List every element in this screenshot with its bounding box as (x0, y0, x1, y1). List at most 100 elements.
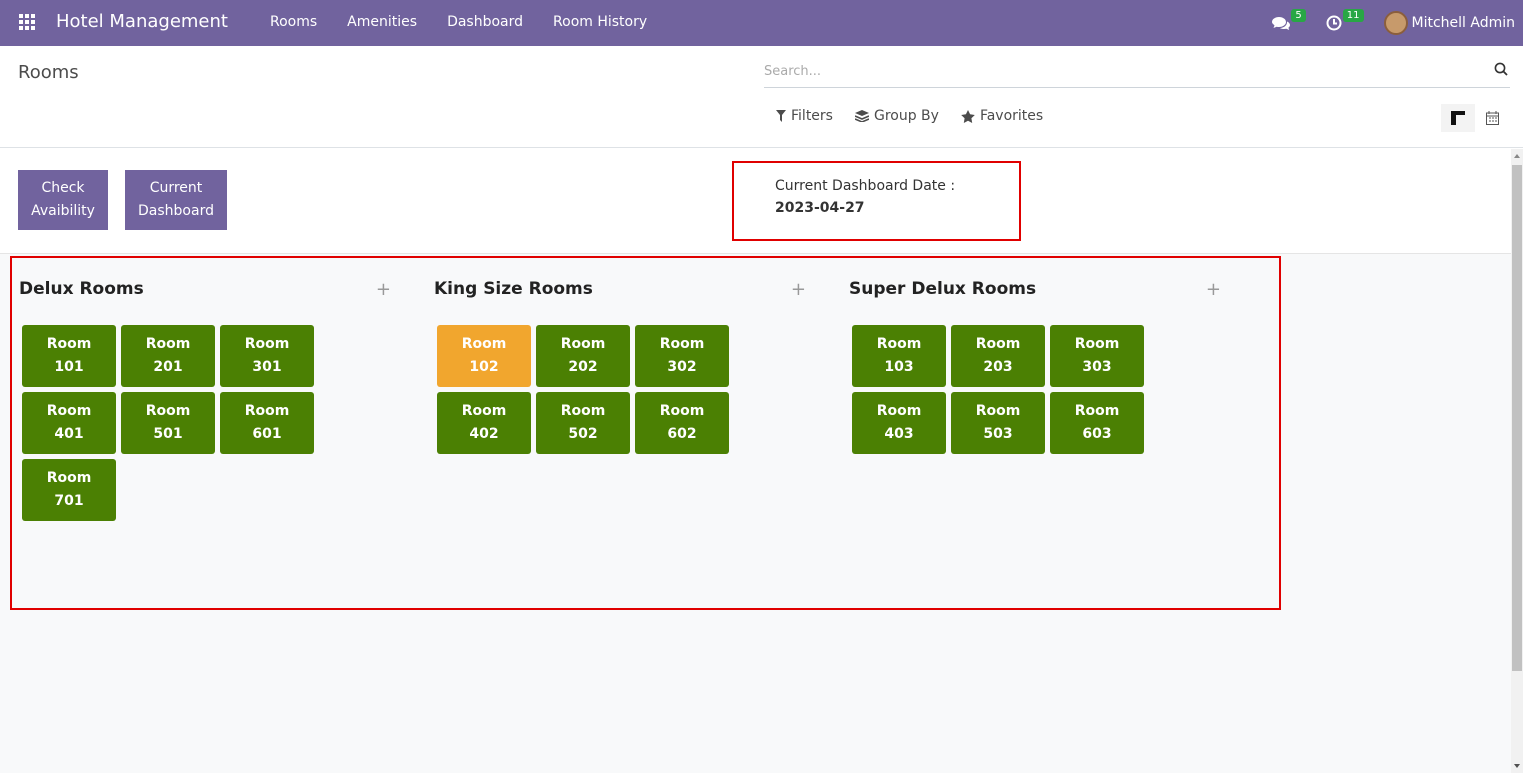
room-label: Room (244, 403, 290, 419)
room-card[interactable]: Room 102 (437, 325, 531, 387)
room-number: 501 (153, 426, 183, 442)
app-brand[interactable]: Hotel Management (56, 11, 228, 32)
clock-icon (1326, 15, 1342, 31)
check-availability-line1: Check (41, 180, 85, 196)
search-icon[interactable] (1494, 62, 1508, 76)
room-label: Room (876, 403, 922, 419)
menu-item-dashboard[interactable]: Dashboard (447, 14, 524, 30)
room-label: Room (46, 336, 92, 352)
add-room-icon[interactable]: + (790, 278, 806, 300)
column-super-delux-rooms: Super Delux Rooms + Room 103 Room 203 Room 30… (849, 269, 1229, 454)
room-card[interactable]: Room 603 (1050, 392, 1144, 454)
room-label: Room (461, 403, 507, 419)
room-card[interactable]: Room 302 (635, 325, 729, 387)
main-menu: Rooms Amenities Dashboard Room History (270, 14, 677, 30)
current-dashboard-line2: Dashboard (138, 203, 214, 219)
kanban-view-button[interactable] (1441, 104, 1475, 132)
room-label: Room (145, 336, 191, 352)
dashboard-header: Check Avaibility Current Dashboard Curre… (0, 149, 1511, 254)
room-number: 101 (54, 359, 84, 375)
menu-item-room-history[interactable]: Room History (553, 14, 648, 30)
add-room-icon[interactable]: + (375, 278, 391, 300)
room-number: 601 (252, 426, 282, 442)
room-card[interactable]: Room 101 (22, 325, 116, 387)
room-number: 201 (153, 359, 183, 375)
room-label: Room (975, 403, 1021, 419)
room-label: Room (975, 336, 1021, 352)
activities-badge: 11 (1342, 9, 1364, 22)
calendar-view-button[interactable] (1475, 104, 1509, 132)
dashboard-date-box: Current Dashboard Date : 2023-04-27 (732, 161, 1021, 241)
group-by-label: Group By (873, 108, 939, 124)
room-label: Room (46, 403, 92, 419)
kanban-icon (1451, 111, 1465, 125)
room-card[interactable]: Room 202 (536, 325, 630, 387)
room-card[interactable]: Room 303 (1050, 325, 1144, 387)
room-card[interactable]: Room 503 (951, 392, 1045, 454)
room-number: 303 (1082, 359, 1112, 375)
chat-icon (1272, 17, 1291, 30)
room-label: Room (1074, 336, 1120, 352)
view-switcher (1441, 104, 1509, 132)
room-card[interactable]: Room 201 (121, 325, 215, 387)
room-number: 402 (469, 426, 499, 442)
breadcrumb: Rooms (18, 62, 79, 83)
room-card[interactable]: Room 502 (536, 392, 630, 454)
room-number: 401 (54, 426, 84, 442)
room-card[interactable]: Room 501 (121, 392, 215, 454)
room-card[interactable]: Room 402 (437, 392, 531, 454)
activities-button[interactable]: 11 (1326, 9, 1364, 31)
filters-button[interactable]: Filters (776, 108, 833, 124)
column-king-size-rooms: King Size Rooms + Room 102 Room 202 Room 302 R… (434, 269, 814, 454)
room-card[interactable]: Room 301 (220, 325, 314, 387)
room-label: Room (461, 336, 507, 352)
room-label: Room (1074, 403, 1120, 419)
column-delux-rooms: Delux Rooms + Room 101 Room 201 Room 301 Room 4… (19, 269, 399, 521)
room-label: Room (876, 336, 922, 352)
room-number: 102 (469, 359, 499, 375)
room-number: 403 (884, 426, 914, 442)
search-input[interactable] (764, 58, 1464, 84)
search-options: Filters Group By Favorites (776, 108, 1065, 124)
avatar (1383, 11, 1408, 35)
group-by-button[interactable]: Group By (854, 108, 939, 124)
check-availability-button[interactable]: Check Avaibility (18, 170, 108, 230)
rooms-highlight-frame (10, 256, 1281, 610)
control-panel: Rooms Filters Group By Favorites (0, 46, 1523, 148)
top-navbar: Hotel Management Rooms Amenities Dashboa… (0, 0, 1523, 46)
room-label: Room (46, 470, 92, 486)
messages-button[interactable]: 5 (1272, 9, 1306, 31)
dashboard-date-label: Current Dashboard Date : (775, 178, 956, 194)
room-number: 503 (983, 426, 1013, 442)
room-card[interactable]: Room 403 (852, 392, 946, 454)
room-number: 203 (983, 359, 1013, 375)
room-card[interactable]: Room 203 (951, 325, 1045, 387)
scrollbar-thumb[interactable] (1512, 165, 1522, 671)
room-number: 502 (568, 426, 598, 442)
room-number: 602 (667, 426, 697, 442)
apps-menu-icon[interactable] (19, 14, 35, 30)
room-card[interactable]: Room 701 (22, 459, 116, 521)
scroll-up-icon[interactable] (1514, 154, 1520, 158)
scrollbar[interactable] (1511, 149, 1523, 773)
room-card[interactable]: Room 401 (22, 392, 116, 454)
filters-label: Filters (791, 108, 833, 124)
favorites-button[interactable]: Favorites (961, 108, 1043, 124)
user-menu[interactable]: Mitchell Admin (1383, 11, 1515, 35)
current-dashboard-button[interactable]: Current Dashboard (125, 170, 227, 230)
room-number: 103 (884, 359, 914, 375)
messages-badge: 5 (1291, 9, 1306, 22)
menu-item-amenities[interactable]: Amenities (347, 14, 418, 30)
calendar-icon (1485, 111, 1499, 125)
room-label: Room (560, 336, 606, 352)
room-label: Room (659, 336, 705, 352)
room-card[interactable]: Room 103 (852, 325, 946, 387)
room-card[interactable]: Room 601 (220, 392, 314, 454)
room-label: Room (560, 403, 606, 419)
scroll-down-icon[interactable] (1514, 764, 1520, 768)
column-title: King Size Rooms (434, 279, 593, 299)
room-card[interactable]: Room 602 (635, 392, 729, 454)
menu-item-rooms[interactable]: Rooms (270, 14, 318, 30)
room-number: 202 (568, 359, 598, 375)
add-room-icon[interactable]: + (1205, 278, 1221, 300)
